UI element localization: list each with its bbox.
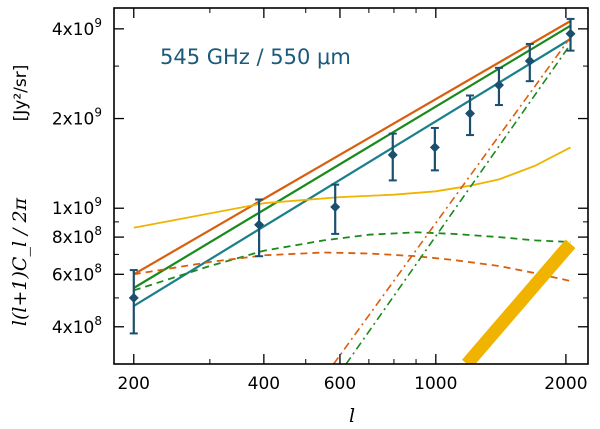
series-line-7-dashdot [345,43,572,364]
data-point-1 [128,269,139,335]
data-marker [565,28,576,39]
x-tick-label: 1000 [414,374,457,394]
y-tick-label: 4x109 [52,16,102,40]
data-point-8 [524,42,535,83]
y-axis-unit: [Jy²/sr] [11,65,31,122]
data-marker [128,292,139,303]
series-line-5-dashed [133,231,571,292]
series-line-1-solid [133,20,572,276]
data-marker [524,56,535,67]
data-marker [465,108,476,119]
data-point-4 [387,132,398,182]
y-tick-label: 6x108 [52,261,102,285]
data-point-7 [493,66,504,107]
plot-frame [113,7,589,365]
y-axis-title: l(l+1)C_l / 2π [9,197,31,326]
x-axis-title: l [349,405,355,427]
data-point-3 [330,183,341,235]
y-tick-label: 8x108 [52,224,102,248]
series-line-3-solid [133,38,572,307]
series-line-4-solid [133,146,571,229]
data-marker [254,219,265,230]
data-marker [330,201,341,212]
data-marker [387,149,398,160]
data-point-5 [429,126,440,172]
series-line-8-dashdot [332,36,572,364]
data-marker [429,142,440,153]
x-tick-label: 600 [324,374,356,394]
y-tick-label: 4x108 [52,314,102,338]
x-tick-label: 400 [248,374,280,394]
data-point-6 [465,94,476,137]
x-tick-label: 200 [118,374,150,394]
data-point-2 [254,198,265,258]
x-tick-label: 2000 [544,374,587,394]
y-tick-label: 2x109 [52,106,102,130]
axis-ticks: 200 400 600 1000 2000 4x108 6x108 8x108 1x109 2x1… [52,8,588,394]
frequency-annotation: 545 GHz / 550 μm [160,45,351,69]
series-line-2-solid [133,24,572,289]
data-marker [493,80,504,91]
data-point-9 [565,17,576,52]
series-line-9-band [461,239,576,364]
series-line-6-dashed [133,251,571,282]
chart-marks [128,17,576,364]
y-tick-label: 1x109 [52,195,102,219]
